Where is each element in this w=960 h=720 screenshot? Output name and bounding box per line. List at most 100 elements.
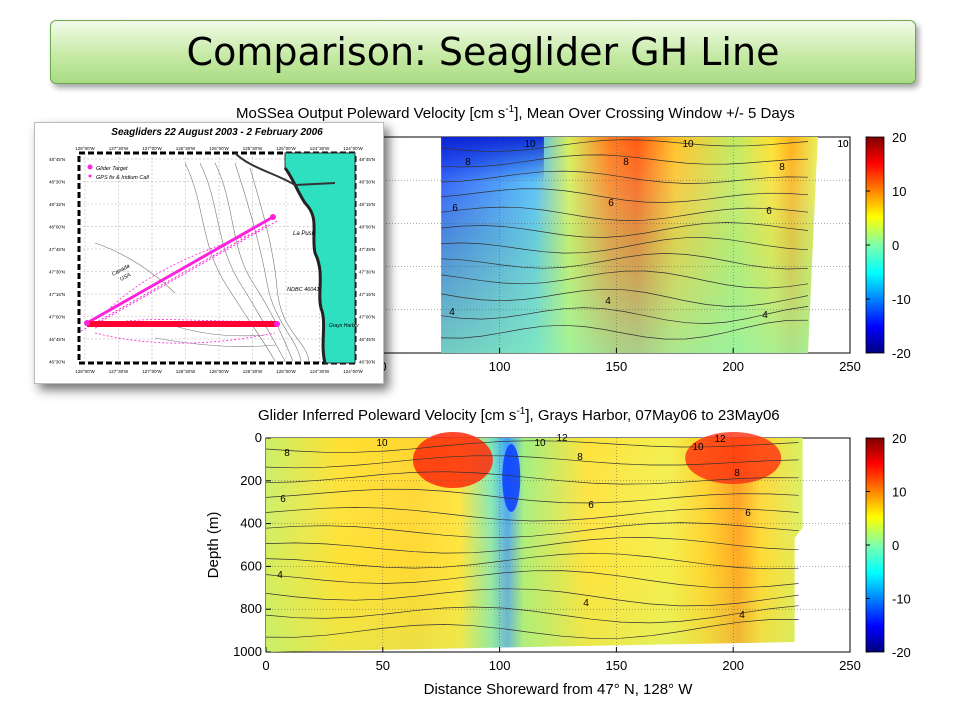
bottom-velocity-field bbox=[266, 432, 803, 652]
y-tick-label: 600 bbox=[240, 558, 262, 573]
contour-label: 4 bbox=[449, 307, 455, 318]
contour-line bbox=[441, 270, 809, 289]
x-tick-label: 50 bbox=[376, 658, 390, 673]
inset-label-la-push: La Push bbox=[293, 231, 316, 237]
inset-legend-gps-icon bbox=[88, 174, 92, 178]
contour-label: 10 bbox=[692, 442, 704, 453]
contour-line bbox=[265, 570, 799, 589]
inset-lon-label-bottom: 127°00'W bbox=[142, 369, 162, 374]
inset-lon-label-top: 125°30'W bbox=[243, 146, 263, 151]
inset-label-usa: USA bbox=[119, 272, 132, 283]
inset-lon-label-top: 125°00'W bbox=[276, 146, 296, 151]
inset-map-title: Seagliders 22 August 2003 - 2 February 2… bbox=[111, 127, 323, 138]
inset-legend-target-icon bbox=[87, 164, 93, 170]
inset-lon-label-top: 124°30'W bbox=[310, 146, 330, 151]
top-chart-title-sup: -1 bbox=[505, 104, 515, 115]
contour-line bbox=[265, 552, 799, 570]
inset-lat-label-left: 48°15'N bbox=[49, 202, 65, 207]
contour-line bbox=[441, 288, 809, 307]
inset-lon-label-bottom: 124°00'W bbox=[343, 369, 363, 374]
contour-label: 6 bbox=[280, 494, 286, 505]
top-chart-title: MoSSea Output Poleward Velocity [cm s-1]… bbox=[236, 104, 795, 122]
inset-lon-label-top: 124°00'W bbox=[343, 146, 363, 151]
colorbar-tick-label: -20 bbox=[892, 346, 911, 361]
contour-line bbox=[265, 471, 799, 485]
inset-lat-label-right: 48°30'N bbox=[359, 180, 375, 185]
colorbar-tick-label: 10 bbox=[892, 184, 906, 199]
contour-line bbox=[441, 139, 809, 152]
inset-lat-label-left: 48°00'N bbox=[49, 225, 65, 230]
y-tick-label: 200 bbox=[240, 473, 262, 488]
x-tick-label: 150 bbox=[606, 359, 628, 374]
contour-label: 4 bbox=[762, 310, 768, 321]
contour-line bbox=[265, 522, 799, 538]
contour-label: 8 bbox=[779, 162, 785, 173]
inset-lat-label-right: 47°00'N bbox=[359, 315, 375, 320]
inset-legend-gps: GPS fix & Iridium Call bbox=[96, 175, 150, 181]
contour-label: 8 bbox=[465, 157, 471, 168]
bottom-field-southward-core bbox=[502, 444, 521, 512]
contour-label: 4 bbox=[277, 570, 283, 581]
top-chart-title-suffix: ], Mean Over Crossing Window +/- 5 Days bbox=[514, 105, 795, 122]
contour-label: 8 bbox=[284, 448, 290, 459]
inset-coastline bbox=[283, 167, 327, 364]
contour-line bbox=[441, 306, 809, 324]
bottom-x-ticks: 0 50 100 150 200 250 bbox=[262, 647, 861, 673]
inset-lon-label-bottom: 124°30'W bbox=[310, 369, 330, 374]
contour-label: 10 bbox=[524, 139, 536, 150]
inset-lat-label-left: 47°30'N bbox=[49, 270, 65, 275]
colorbar-tick-label: 20 bbox=[892, 431, 906, 446]
contour-line bbox=[441, 188, 809, 203]
y-tick-label: 800 bbox=[240, 601, 262, 616]
contour-label: 4 bbox=[605, 296, 611, 307]
contour-label: 6 bbox=[608, 198, 614, 209]
x-tick-label: 200 bbox=[722, 359, 744, 374]
bottom-y-ticks: 0 200 400 600 800 1000 bbox=[233, 430, 271, 659]
inset-map-svg: Seagliders 22 August 2003 - 2 February 2… bbox=[49, 127, 375, 374]
inset-glider-start bbox=[84, 320, 90, 326]
inset-lat-label-right: 47°30'N bbox=[359, 270, 375, 275]
x-tick-label: 200 bbox=[722, 658, 744, 673]
colorbar-tick-label: 20 bbox=[892, 130, 906, 145]
contour-label: 12 bbox=[556, 433, 568, 444]
contour-label: 6 bbox=[452, 203, 458, 214]
inset-lon-label-bottom: 127°30'W bbox=[109, 369, 129, 374]
inset-lon-label-top: 126°30'W bbox=[176, 146, 196, 151]
x-tick-label: 250 bbox=[839, 359, 861, 374]
contour-label: 10 bbox=[682, 139, 694, 150]
inset-lat-label-left: 48°45'N bbox=[49, 157, 65, 162]
x-tick-label: 100 bbox=[489, 359, 511, 374]
inset-glider-tracks bbox=[80, 215, 278, 344]
inset-lat-label-left: 47°00'N bbox=[49, 315, 65, 320]
colorbar-tick-label: 0 bbox=[892, 538, 899, 553]
contour-label: 6 bbox=[766, 206, 772, 217]
contour-line bbox=[441, 319, 809, 340]
top-field-surface-jet bbox=[441, 137, 544, 182]
bottom-field-depth-shade bbox=[266, 438, 803, 652]
inset-lon-label-bottom: 125°30'W bbox=[243, 369, 263, 374]
x-tick-label: 0 bbox=[262, 658, 269, 673]
bottom-chart-title: Glider Inferred Poleward Velocity [cm s-… bbox=[258, 406, 780, 424]
bottom-contours: 10 8 6 4 10 12 8 6 4 10 12 8 6 4 bbox=[265, 433, 799, 639]
x-tick-label: 250 bbox=[839, 658, 861, 673]
inset-glider-end bbox=[274, 321, 280, 327]
inset-lon-label-bottom: 126°30'W bbox=[176, 369, 196, 374]
contour-label: 6 bbox=[745, 508, 751, 519]
contour-line bbox=[441, 206, 809, 221]
slide-title-banner: Comparison: Seaglider GH Line bbox=[50, 20, 916, 84]
bottom-x-axis-label: Distance Shoreward from 47° N, 128° W bbox=[424, 681, 694, 698]
inset-lat-label-left: 47°15'N bbox=[49, 292, 65, 297]
bottom-colorbar-ticks: 20 10 0 -10 -20 bbox=[866, 431, 911, 660]
contour-line bbox=[265, 455, 799, 469]
contour-line bbox=[441, 154, 809, 168]
contour-label: 8 bbox=[623, 157, 629, 168]
seaglider-track-map: Seagliders 22 August 2003 - 2 February 2… bbox=[34, 122, 384, 384]
inset-strait bbox=[234, 152, 336, 187]
inset-lon-label-top: 126°00'W bbox=[209, 146, 229, 151]
y-tick-label: 0 bbox=[255, 430, 262, 445]
inset-lon-label-top: 127°30'W bbox=[109, 146, 129, 151]
inset-lat-label-right: 48°00'N bbox=[359, 225, 375, 230]
contour-label: 10 bbox=[376, 438, 388, 449]
